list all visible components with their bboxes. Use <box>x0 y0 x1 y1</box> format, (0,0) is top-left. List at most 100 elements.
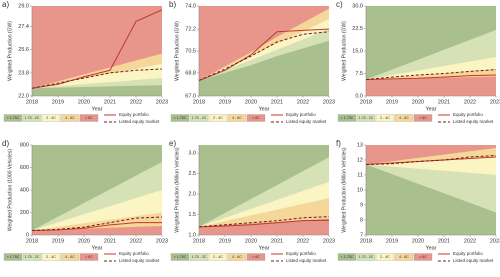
series-line <box>199 31 329 82</box>
legend-label: 2 - 4C <box>46 116 56 120</box>
plot-area <box>32 145 162 235</box>
scenario-zone <box>32 226 162 235</box>
legend-swatch <box>356 114 376 122</box>
series-line <box>32 68 162 89</box>
x-tick-label: 2023 <box>156 99 168 105</box>
x-tick-label: 2023 <box>490 99 500 105</box>
y-tick-label: 22.0 <box>18 93 29 99</box>
legend-label: < 1.75C <box>174 116 187 120</box>
x-tick-label: 2019 <box>219 238 231 244</box>
legend-swatch <box>79 253 99 261</box>
x-tick-label: 2018 <box>193 238 205 244</box>
y-axis-label: Weighted Production (GW) <box>341 21 347 81</box>
series-line <box>32 216 162 231</box>
legend-label: Listed equity market <box>119 119 160 124</box>
y-tick-label: 1.0 <box>188 232 196 238</box>
legend-swatch <box>227 253 247 261</box>
y-tick-label: 0 <box>26 232 29 238</box>
legend-label: Listed equity market <box>453 258 494 263</box>
legend-label: 1.75 - 2C <box>192 255 207 259</box>
x-tick-label: 2022 <box>464 238 476 244</box>
y-tick-label: 72.2 <box>185 27 196 33</box>
y-tick-label: 200 <box>20 210 29 216</box>
x-tick-label: 2018 <box>360 99 372 105</box>
legend-label: 4 - 6C <box>65 255 75 259</box>
y-tick-label: 12 <box>357 157 363 163</box>
y-tick-label: 2.0 <box>188 192 196 198</box>
legend-label: < 1.75C <box>341 255 354 259</box>
x-tick-label: 2020 <box>412 99 424 105</box>
x-tick-label: 2020 <box>78 238 90 244</box>
panel-label: b) <box>169 0 176 9</box>
legend-label: 2 - 4C <box>213 116 223 120</box>
x-tick-label: 2019 <box>52 99 64 105</box>
scenario-zone <box>32 85 162 96</box>
x-tick-label: 2018 <box>193 99 205 105</box>
legend-label: > 6C <box>419 116 427 120</box>
legend-swatch <box>394 114 414 122</box>
legend-swatch <box>337 253 357 261</box>
series-line <box>199 216 329 228</box>
legend-swatch <box>356 253 376 261</box>
legend-label: > 6C <box>419 255 427 259</box>
legend-label: Equity portfolio <box>286 251 316 256</box>
legend-swatch <box>246 253 266 261</box>
legend-label: 2 - 4C <box>380 255 390 259</box>
x-tick-label: 2019 <box>219 99 231 105</box>
y-tick-label: 9 <box>360 202 363 208</box>
legend-label: Listed equity market <box>286 258 327 263</box>
legend-swatch <box>3 253 23 261</box>
plot-area <box>366 6 496 96</box>
legend-label: < 1.75C <box>174 255 187 259</box>
x-tick-label: 2020 <box>245 238 257 244</box>
plot-area <box>199 6 329 96</box>
legend-label: < 1.75C <box>341 116 354 120</box>
x-tick-label: 2020 <box>245 99 257 105</box>
x-tick-label: 2020 <box>78 99 90 105</box>
series-line <box>366 155 496 165</box>
legend-label: Equity portfolio <box>119 112 149 117</box>
legend-label: 4 - 6C <box>399 255 409 259</box>
panel-label: f) <box>336 139 341 148</box>
legend-swatch <box>208 253 228 261</box>
legend-label: 4 - 6C <box>65 116 75 120</box>
y-axis-label: Weighted Production (Million Vehicles) <box>174 147 180 233</box>
plot-area <box>366 145 496 235</box>
legend-label: 2 - 4C <box>46 255 56 259</box>
x-tick-label: 2022 <box>297 99 309 105</box>
x-axis-label: Year <box>91 245 102 251</box>
series-line <box>199 219 329 228</box>
x-tick-label: 2022 <box>130 99 142 105</box>
legend-label: 2 - 4C <box>213 255 223 259</box>
y-tick-label: 7 <box>360 232 363 238</box>
y-tick-label: 22.5 <box>352 26 363 32</box>
legend-label: Equity portfolio <box>286 112 316 117</box>
x-tick-label: 2022 <box>130 238 142 244</box>
y-tick-label: 15.0 <box>352 48 363 54</box>
y-tick-label: 3.0 <box>188 151 196 157</box>
legend-swatch <box>375 114 395 122</box>
scenario-zone <box>199 40 329 96</box>
plot-area <box>199 145 329 235</box>
y-tick-label: 2.5 <box>188 171 196 177</box>
legend-label: > 6C <box>85 116 93 120</box>
legend-label: > 6C <box>252 116 260 120</box>
x-tick-label: 2021 <box>438 99 450 105</box>
legend-swatch <box>413 253 433 261</box>
x-axis-label: Year <box>425 245 436 251</box>
x-tick-label: 2021 <box>271 99 283 105</box>
x-tick-label: 2018 <box>360 238 372 244</box>
legend-swatch <box>41 253 61 261</box>
y-axis-label: Weighted Production (Million Vehicles) <box>341 147 347 233</box>
legend-swatch <box>60 114 80 122</box>
x-tick-label: 2023 <box>156 238 168 244</box>
legend-label: > 6C <box>252 255 260 259</box>
legend-label: 1.75 - 2C <box>359 255 374 259</box>
legend-label: 1.75 - 2C <box>359 116 374 120</box>
y-axis-label: Weighted Production (GW) <box>7 21 13 81</box>
series-line <box>366 69 496 80</box>
legend-label: Listed equity market <box>453 119 494 124</box>
y-tick-label: 25.6 <box>18 47 29 53</box>
y-axis-label: Weighted Production (1000 Vehicles) <box>7 149 13 232</box>
scenario-zone <box>366 164 496 235</box>
